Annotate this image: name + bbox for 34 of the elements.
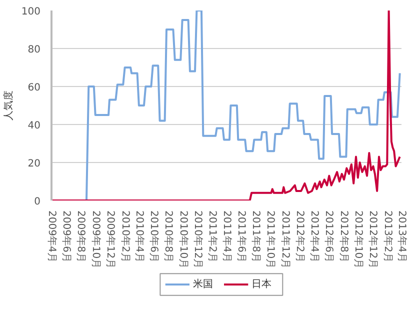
x-tick-label: 2012年10月 — [352, 210, 364, 269]
y-tick-label: 40 — [28, 120, 41, 132]
legend-label: 日本 — [252, 278, 272, 290]
x-tick-label: 2009年12月 — [104, 210, 116, 269]
x-tick-label: 2012年4月 — [308, 210, 321, 262]
x-tick-label: 2012年12月 — [367, 210, 380, 269]
x-tick-label: 2009年4月 — [46, 210, 58, 262]
x-tick-label: 2011年4月 — [220, 210, 233, 262]
x-tick-label: 2013年4月 — [396, 210, 408, 262]
x-tick-label: 2012年2月 — [294, 210, 306, 262]
y-tick-label: 80 — [28, 44, 41, 56]
x-tick-label: 2010年2月 — [119, 210, 132, 262]
y-tick-label: 20 — [28, 158, 41, 170]
x-tick-label: 2011年8月 — [250, 210, 262, 262]
x-tick-label: 2011年12月 — [279, 210, 292, 269]
y-tick-label: 60 — [28, 82, 41, 94]
y-axis-title: 人気度 — [2, 90, 14, 120]
x-tick-label: 2010年6月 — [148, 210, 160, 262]
x-tick-label: 2010年4月 — [133, 210, 146, 262]
x-tick-label: 2011年2月 — [206, 210, 219, 262]
y-tick-label: 0 — [34, 196, 41, 208]
legend-label: 米国 — [192, 278, 213, 290]
x-tick-label: 2009年8月 — [75, 210, 88, 262]
x-tick-label: 2012年8月 — [338, 210, 350, 262]
y-tick-label: 100 — [21, 6, 41, 18]
x-tick-label: 2013年2月 — [382, 210, 394, 262]
x-tick-label: 2010年12月 — [192, 210, 204, 269]
x-tick-label: 2010年8月 — [162, 210, 175, 262]
x-tick-label: 2009年10月 — [90, 210, 102, 269]
x-tick-label: 2011年10月 — [264, 210, 277, 269]
x-tick-label: 2009年6月 — [60, 210, 73, 262]
x-tick-label: 2011年6月 — [235, 210, 248, 262]
x-tick-label: 2010年10月 — [177, 210, 190, 269]
x-tick-label: 2012年6月 — [323, 210, 336, 262]
